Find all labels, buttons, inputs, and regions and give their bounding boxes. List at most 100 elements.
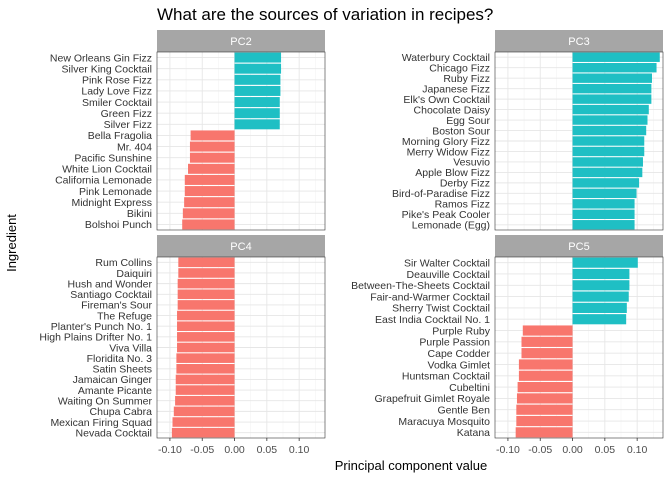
bar xyxy=(175,374,235,385)
bar xyxy=(572,52,660,62)
facet-strip-label: PC4 xyxy=(230,241,251,253)
bar xyxy=(184,186,235,197)
facet-strip xyxy=(157,235,325,257)
category-label: New Orleans Gin Fizz xyxy=(50,52,152,64)
category-label: High Plains Drifter No. 1 xyxy=(39,332,152,344)
category-label: Silver King Cocktail xyxy=(62,63,152,75)
bar xyxy=(516,404,573,415)
bar xyxy=(234,74,281,85)
category-label: Pink Rose Fizz xyxy=(82,75,152,87)
bar xyxy=(521,336,573,347)
bar xyxy=(177,278,235,289)
x-tick-label: 0.10 xyxy=(289,444,310,456)
category-label: Apple Blow Fizz xyxy=(415,167,490,179)
category-label: Satin Sheets xyxy=(92,364,152,376)
category-label: Jamaican Ginger xyxy=(73,374,153,386)
category-label: Elk's Own Cocktail xyxy=(403,94,490,106)
category-label: Bella Fragolia xyxy=(88,130,152,142)
category-label: Maracuya Mosquito xyxy=(398,416,490,428)
category-label: East India Cocktail No. 1 xyxy=(375,314,490,326)
category-label: Gentle Ben xyxy=(437,405,490,417)
category-label: Mexican Firing Squad xyxy=(50,417,152,429)
bar xyxy=(177,332,235,342)
bar xyxy=(572,268,630,280)
bar xyxy=(171,427,235,438)
category-label: Lady Love Fizz xyxy=(81,86,152,98)
bar xyxy=(177,310,235,321)
category-label: Smiler Cocktail xyxy=(82,97,152,109)
category-label: Hush and Wonder xyxy=(68,278,153,290)
category-label: Purple Ruby xyxy=(432,325,491,337)
bar xyxy=(572,94,652,104)
bar xyxy=(177,300,235,310)
bar xyxy=(572,146,645,157)
bar xyxy=(175,395,235,406)
category-label: Mr. 404 xyxy=(117,141,152,153)
bar xyxy=(188,163,235,174)
category-label: Between-The-Sheets Cocktail xyxy=(351,280,490,292)
bar xyxy=(516,415,573,427)
bar xyxy=(234,97,280,108)
category-label: Pink Lemonade xyxy=(79,186,152,198)
x-tick-label: 0.05 xyxy=(257,444,278,456)
bar xyxy=(177,342,235,353)
category-label: Viva Villa xyxy=(109,342,152,354)
category-label: Nevada Cocktail xyxy=(76,427,152,439)
category-label: Derby Fizz xyxy=(440,178,490,190)
bar xyxy=(234,108,280,119)
category-label: Waiting On Summer xyxy=(58,396,153,408)
bar xyxy=(572,209,635,220)
panel-border xyxy=(494,51,664,231)
chart-title: What are the sources of variation in rec… xyxy=(157,5,493,24)
bar xyxy=(234,85,281,96)
bar xyxy=(572,257,638,268)
bar xyxy=(572,188,637,199)
bar xyxy=(572,104,649,115)
bar xyxy=(572,280,630,291)
bar xyxy=(189,152,235,163)
bar xyxy=(234,119,280,130)
bar xyxy=(176,364,235,374)
bar xyxy=(518,359,573,370)
category-label: Sherry Twist Cocktail xyxy=(392,303,490,315)
category-label: Fair-and-Warmer Cocktail xyxy=(370,291,490,303)
category-label: Planter's Punch No. 1 xyxy=(51,321,152,333)
category-label: Midnight Express xyxy=(71,197,152,209)
category-label: Lemonade (Egg) xyxy=(412,220,490,232)
bar xyxy=(572,157,643,167)
x-tick-label: -0.10 xyxy=(496,444,520,456)
category-label: Cubeltini xyxy=(449,382,490,394)
panel-border xyxy=(156,51,326,231)
category-label: Purple Passion xyxy=(419,337,490,349)
bar xyxy=(572,125,647,136)
category-label: Boston Sour xyxy=(432,125,490,137)
category-label: Rum Collins xyxy=(95,257,152,269)
category-label: Huntsman Cocktail xyxy=(402,371,490,383)
bar xyxy=(178,268,235,278)
bar xyxy=(521,348,573,359)
bar xyxy=(572,291,629,302)
bar xyxy=(175,385,235,395)
category-label: Egg Sour xyxy=(446,115,490,127)
bar xyxy=(522,325,573,336)
x-tick-label: -0.05 xyxy=(528,444,552,456)
category-label: Silver Fizz xyxy=(104,119,152,131)
bar xyxy=(572,314,627,325)
category-label: Chupa Cabra xyxy=(90,406,153,418)
bar xyxy=(184,197,235,208)
x-tick-label: 0.00 xyxy=(562,444,583,456)
bar xyxy=(572,62,657,73)
facet-strip-label: PC2 xyxy=(230,36,251,48)
category-label: Fireman's Sour xyxy=(81,300,152,312)
bar xyxy=(572,136,645,146)
bar xyxy=(572,199,635,209)
bar xyxy=(177,321,235,331)
bar xyxy=(189,141,235,152)
category-label: Bolshoi Punch xyxy=(85,219,152,231)
bar xyxy=(572,220,635,230)
x-tick-label: 0.00 xyxy=(224,444,245,456)
category-label: Amante Picante xyxy=(78,385,152,397)
category-label: The Refuge xyxy=(97,310,152,322)
